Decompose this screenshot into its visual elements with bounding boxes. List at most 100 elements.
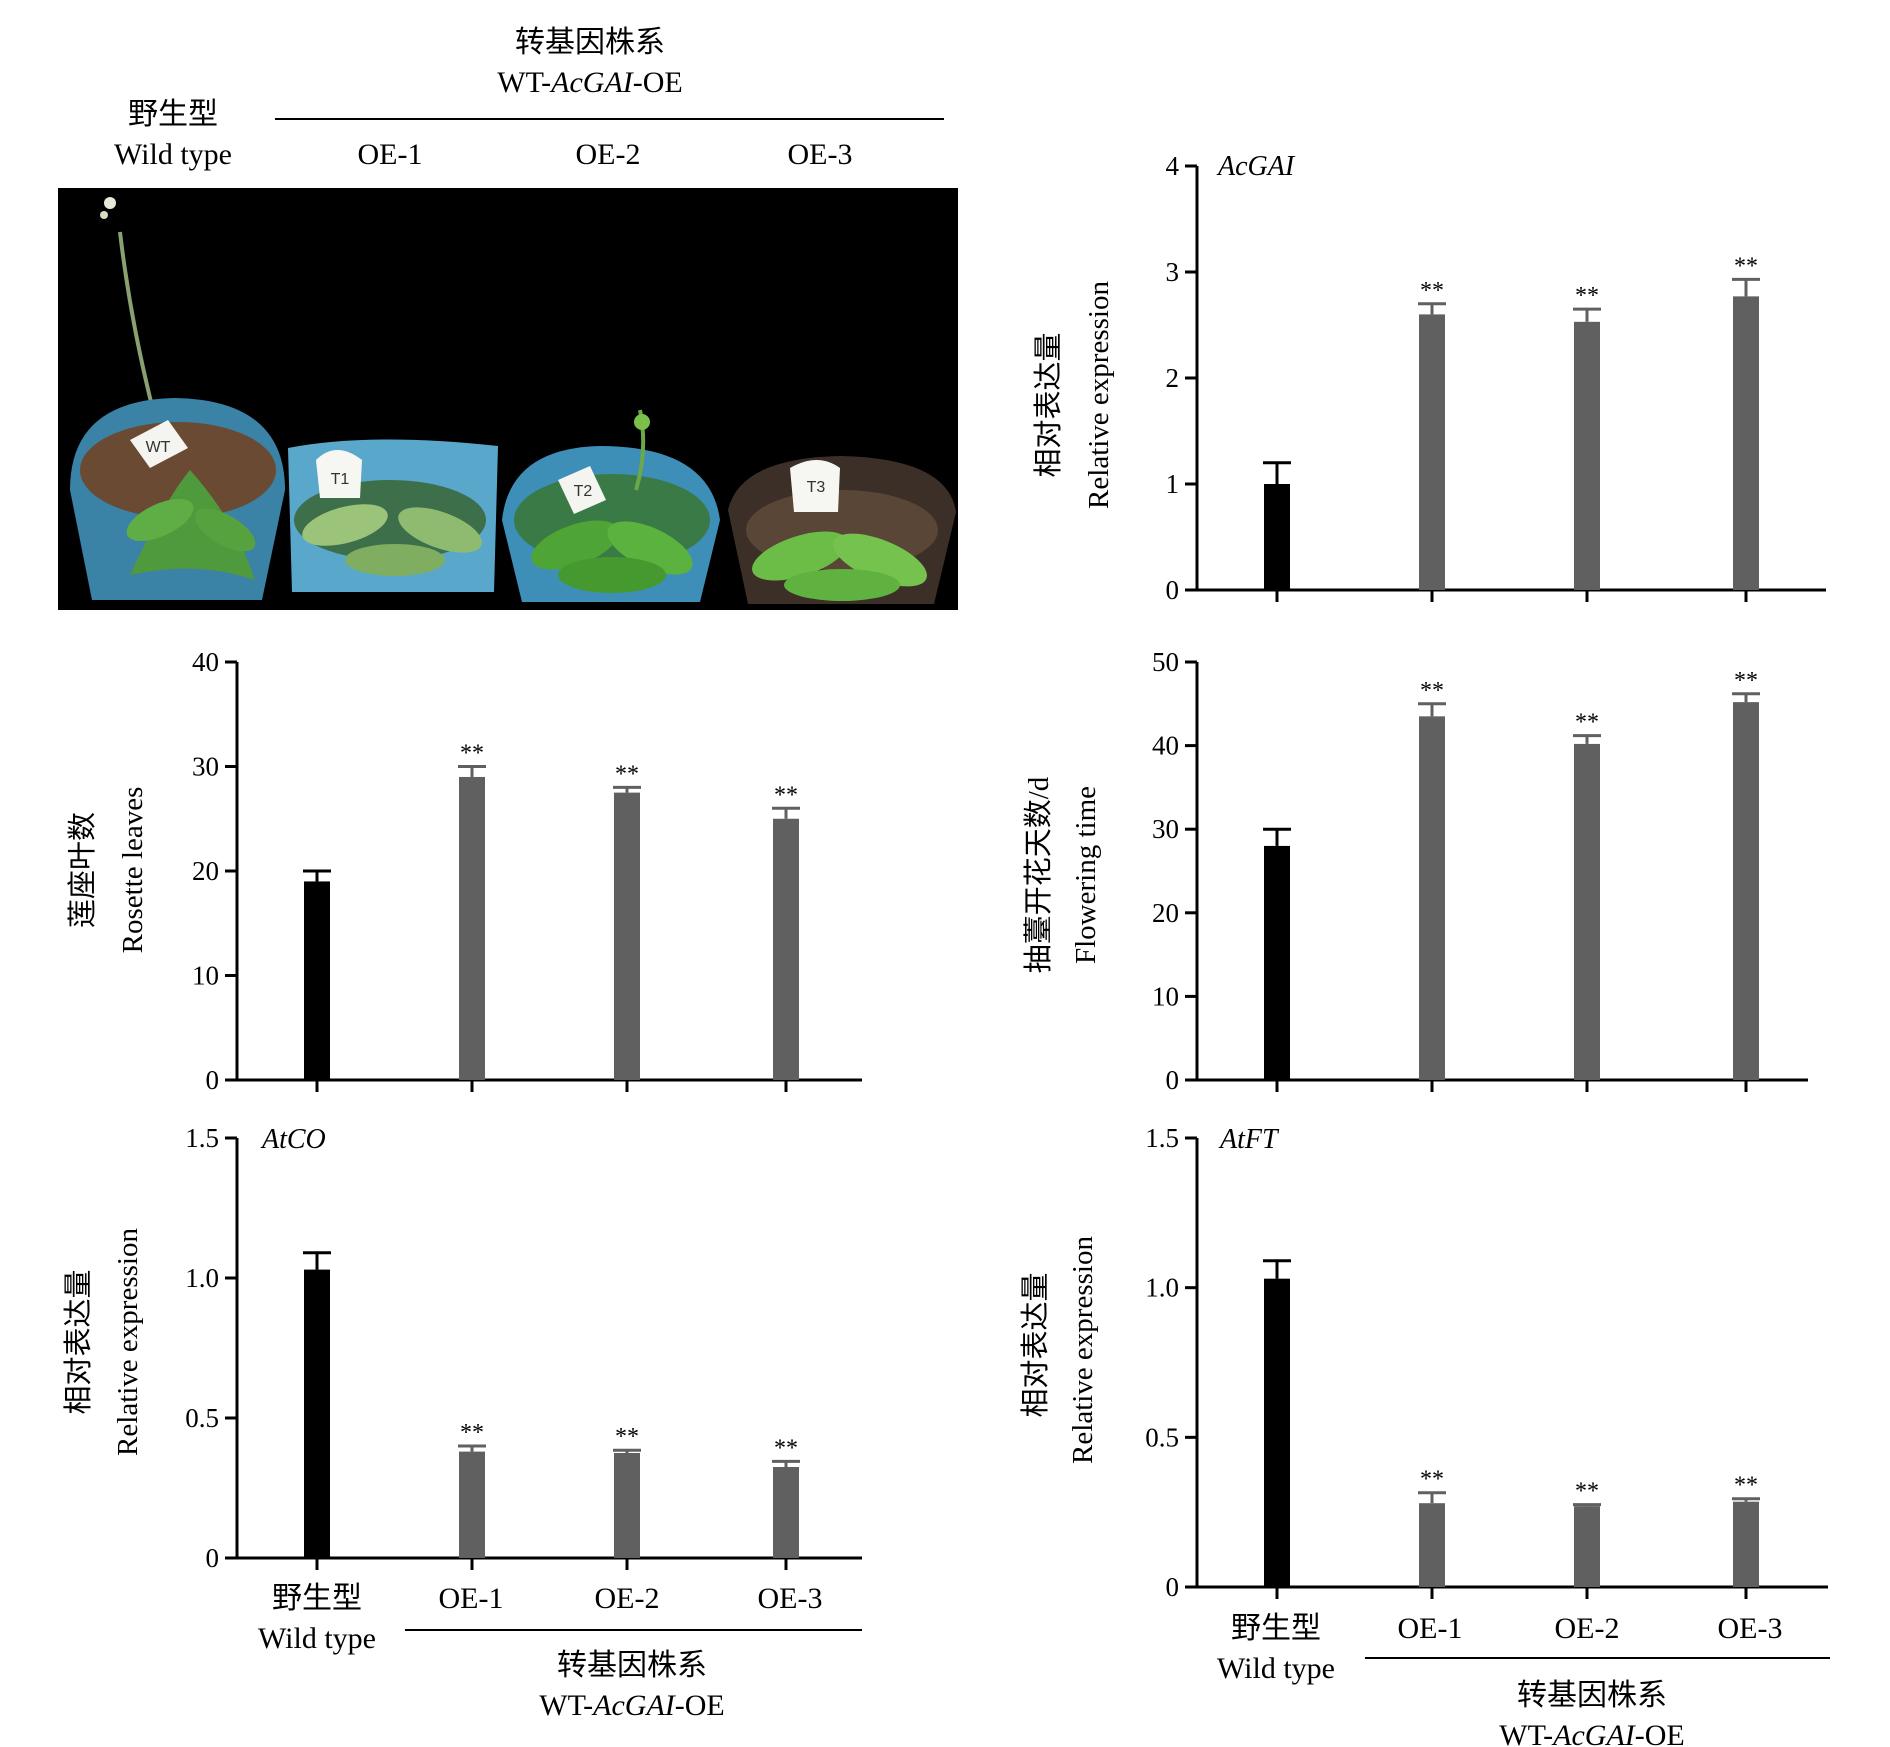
pot-label-t2: T2 — [574, 483, 593, 500]
footer-left-oe1: OE-1 — [439, 1582, 504, 1615]
rosette-bar-0 — [304, 881, 330, 1080]
acgai-y-tick-label-4: 4 — [1166, 151, 1180, 181]
pot-t2: T2 — [502, 409, 720, 602]
atco-y-tick-label-3: 1.5 — [185, 1123, 219, 1153]
acgai-significance-1: ** — [1420, 278, 1444, 304]
atft-y-tick-label-3: 1.5 — [1145, 1123, 1179, 1153]
flowering-y-tick-label-0: 0 — [1166, 1065, 1180, 1095]
header-line-oe3: OE-3 — [788, 138, 853, 171]
atft-y-tick-label-0: 0 — [1166, 1572, 1180, 1602]
footer-right-wild-type-en: Wild type — [1217, 1652, 1335, 1685]
gene-label-atco: AtCO — [260, 1124, 326, 1155]
panel-atft: AtFT 相对表达量 Relative expression 0 0.5 1.0 1.… — [1019, 1123, 1828, 1602]
header-transgenic-en: WT-AcGAI-OE — [497, 66, 683, 99]
atft-significance-3: ** — [1734, 1473, 1758, 1499]
atco-significance-3: ** — [774, 1435, 798, 1461]
rosette-bar-3 — [773, 818, 799, 1080]
header-transgenic-en-gene: AcGAI — [549, 66, 635, 99]
header-transgenic-en-prefix: WT- — [497, 66, 551, 99]
atco-y-tick-label-1: 0.5 — [185, 1403, 219, 1433]
pot-label-t1: T1 — [331, 471, 350, 488]
footer-right-transgenic-en: WT-AcGAI-OE — [1499, 1719, 1685, 1747]
atco-bar-1 — [459, 1451, 485, 1558]
footer-left-transgenic-zh: 转基因株系 — [557, 1649, 707, 1682]
flowering-significance-2: ** — [1575, 710, 1599, 736]
header-transgenic-en-suffix: -OE — [633, 66, 683, 99]
atft-bar-2 — [1574, 1506, 1600, 1587]
flowering-y-tick-label-1: 10 — [1152, 981, 1179, 1011]
plot-acgai: 0 1 2 3 4 ** ** ** — [1166, 151, 1826, 605]
atft-y-tick-label-1: 0.5 — [1145, 1422, 1179, 1452]
ylabel-en-atft: Relative expression — [1067, 1236, 1099, 1464]
rosette-bar-1 — [459, 776, 485, 1080]
rosette-significance-2: ** — [615, 761, 639, 787]
rosette-bar-2 — [614, 792, 640, 1080]
flowering-bar-1 — [1419, 716, 1445, 1080]
rosette-y-tick-label-1: 10 — [192, 961, 219, 991]
acgai-y-tick-label-1: 1 — [1166, 469, 1180, 499]
atft-bar-1 — [1419, 1503, 1445, 1587]
acgai-significance-2: ** — [1575, 283, 1599, 309]
header-transgenic-zh: 转基因株系 — [515, 26, 665, 59]
gene-label-acgai: AcGAI — [1216, 151, 1296, 182]
plot-rosette: 0 10 20 30 40 ** ** ** — [192, 647, 862, 1095]
atco-y-tick-label-2: 1.0 — [185, 1263, 219, 1293]
flowering-y-tick-label-5: 50 — [1152, 647, 1179, 677]
footer-right-oe3: OE-3 — [1718, 1612, 1783, 1645]
footer-left-oe2: OE-2 — [595, 1582, 660, 1615]
flowering-y-tick-label-2: 20 — [1152, 898, 1179, 928]
atft-significance-1: ** — [1420, 1467, 1444, 1493]
rosette-y-tick-label-0: 0 — [206, 1065, 220, 1095]
atco-significance-2: ** — [615, 1424, 639, 1450]
acgai-bar-1 — [1419, 314, 1445, 590]
atft-significance-2: ** — [1575, 1479, 1599, 1505]
panel-rosette: 莲座叶数 Rosette leaves 0 10 20 30 40 ** ** ** — [66, 647, 862, 1095]
flowering-significance-1: ** — [1420, 678, 1444, 704]
footer-right: 野生型 Wild type OE-1 OE-2 OE-3 转基因株系 WT-Ac… — [1217, 1612, 1830, 1747]
rosette-significance-3: ** — [774, 782, 798, 808]
flowering-significance-3: ** — [1734, 668, 1758, 694]
footer-left-transgenic-en-suffix: -OE — [675, 1689, 725, 1722]
gene-label-atft: AtFT — [1218, 1124, 1280, 1155]
ylabel-en-rosette: Rosette leaves — [117, 787, 149, 954]
acgai-bar-3 — [1733, 296, 1759, 590]
rosette-y-tick-label-4: 40 — [192, 647, 219, 677]
flowering-y-tick-label-4: 40 — [1152, 731, 1179, 761]
flowering-bar-2 — [1574, 743, 1600, 1080]
footer-left-wild-type-en: Wild type — [258, 1622, 376, 1655]
footer-left: 野生型 Wild type OE-1 OE-2 OE-3 转基因株系 WT-Ac… — [258, 1582, 862, 1722]
ylabel-zh-acgai: 相对表达量 — [1032, 332, 1065, 477]
header-line-oe2: OE-2 — [576, 138, 641, 171]
rosette-significance-1: ** — [460, 741, 484, 767]
footer-left-oe3: OE-3 — [758, 1582, 823, 1615]
pot-label-t3: T3 — [807, 479, 826, 496]
footer-left-transgenic-en-gene: AcGAI — [591, 1689, 677, 1722]
acgai-bar-0 — [1264, 484, 1290, 590]
footer-left-transgenic-en-prefix: WT- — [539, 1689, 593, 1722]
footer-right-transgenic-en-gene: AcGAI — [1551, 1719, 1637, 1747]
pot-label-wt: WT — [146, 439, 171, 456]
ylabel-en-flowering: Flowering time — [1070, 786, 1102, 964]
pot-t1: T1 — [288, 439, 498, 592]
footer-right-transgenic-en-suffix: -OE — [1635, 1719, 1685, 1747]
flowering-y-tick-label-3: 30 — [1152, 814, 1179, 844]
flowering-bar-3 — [1733, 702, 1759, 1080]
atft-y-tick-label-2: 1.0 — [1145, 1273, 1179, 1303]
header-wild-type-en: Wild type — [114, 138, 232, 171]
panel-acgai: AcGAI 相对表达量 Relative expression 0 1 2 3 4 ** *… — [1032, 151, 1826, 605]
ylabel-zh-atft: 相对表达量 — [1019, 1272, 1052, 1417]
header-line-oe1: OE-1 — [358, 138, 423, 171]
ylabel-zh-rosette: 莲座叶数 — [66, 812, 99, 928]
footer-right-oe2: OE-2 — [1555, 1612, 1620, 1645]
acgai-bar-2 — [1574, 321, 1600, 590]
acgai-y-tick-label-0: 0 — [1166, 575, 1180, 605]
ylabel-en-atco: Relative expression — [112, 1228, 144, 1456]
atco-significance-1: ** — [460, 1420, 484, 1446]
footer-right-transgenic-en-prefix: WT- — [1499, 1719, 1553, 1747]
panel-atco: AtCO 相对表达量 Relative expression 0 0.5 1.0 1.… — [62, 1123, 862, 1573]
plot-atco: 0 0.5 1.0 1.5 ** ** ** — [185, 1123, 862, 1573]
rosette-y-tick-label-3: 30 — [192, 752, 219, 782]
footer-left-transgenic-en: WT-AcGAI-OE — [539, 1689, 725, 1722]
footer-right-wild-type-zh: 野生型 — [1231, 1612, 1321, 1645]
